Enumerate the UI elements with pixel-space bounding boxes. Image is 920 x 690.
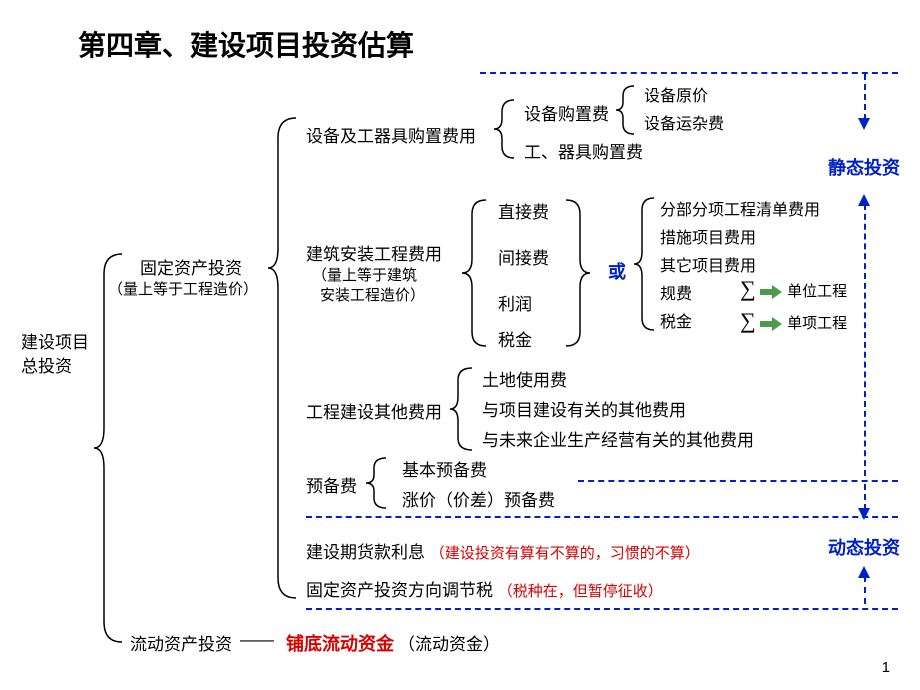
fixed-sub: （量上等于工程造价） <box>108 278 258 299</box>
pointer-icon <box>760 285 782 299</box>
flow-suffix: （流动资金） <box>398 630 500 655</box>
build-c1-1: 间接费 <box>498 244 549 269</box>
build-sub2: 安装工程造价） <box>320 284 425 305</box>
reserve-0: 基本预备费 <box>402 456 487 481</box>
dash-mid2 <box>306 516 898 518</box>
brace-build <box>462 200 488 346</box>
flow-dash: —— <box>240 630 274 650</box>
build-c1-3: 税金 <box>498 326 532 351</box>
build-c2-0: 分部分项工程清单费用 <box>660 196 820 220</box>
interest-label: 建设期货款利息 （建设投资有算有不算的，习惯的不算） <box>306 538 700 563</box>
brace-root <box>94 254 124 642</box>
build-c2-4: 税金 <box>660 308 692 332</box>
dash-top <box>480 72 898 74</box>
dash-mid1 <box>578 480 898 482</box>
static-label: 静态投资 <box>828 154 900 180</box>
arrow-dyn-up <box>858 566 870 578</box>
root-line2: 总投资 <box>21 352 72 377</box>
other-label: 工程建设其他费用 <box>306 398 442 423</box>
build-label: 建筑安装工程费用 <box>306 240 442 265</box>
sigma-row1: ∑ 单位工程 <box>740 276 847 302</box>
build-c1-0: 直接费 <box>498 198 549 223</box>
brace-equip <box>494 100 516 158</box>
flow-main: 铺底流动资金 <box>286 630 394 656</box>
brace-build-col2 <box>634 198 656 330</box>
root-line1: 建设项目 <box>21 328 89 353</box>
build-c2-1: 措施项目费用 <box>660 224 756 248</box>
arrow-static-down <box>858 118 870 130</box>
tax-label: 固定资产投资方向调节税 （税种在，但暂停征收） <box>306 576 663 601</box>
vdash-dyn-bot <box>864 576 866 604</box>
equip-leaf2: 设备运杂费 <box>644 110 724 134</box>
arrow-dyn-down <box>858 508 870 520</box>
vdash-static-top <box>864 74 866 120</box>
equip-sub2: 工、器具购置费 <box>524 138 643 163</box>
reserve-1: 涨价（价差）预备费 <box>402 486 555 511</box>
brace-build-right <box>566 200 592 346</box>
other-2: 与未来企业生产经营有关的其他费用 <box>482 426 754 451</box>
vdash-dyn-top <box>864 484 866 510</box>
build-or: 或 <box>608 258 626 284</box>
other-0: 土地使用费 <box>482 366 567 391</box>
build-sub1: （量上等于建筑 <box>312 264 417 285</box>
brace-reserve <box>366 458 388 508</box>
build-c2-2: 其它项目费用 <box>660 252 756 276</box>
brace-fixed <box>268 118 298 598</box>
equip-sub1: 设备购置费 <box>524 100 609 125</box>
sigma-row2: ∑ 单项工程 <box>740 308 847 334</box>
pointer-icon <box>760 317 782 331</box>
flow-label: 流动资产投资 <box>130 630 232 655</box>
other-1: 与项目建设有关的其他费用 <box>482 396 686 421</box>
page-number: 1 <box>882 659 890 676</box>
brace-other <box>450 368 474 450</box>
brace-equip-leaf <box>616 86 636 134</box>
build-c2-3: 规费 <box>660 280 692 304</box>
equip-leaf1: 设备原价 <box>644 82 708 106</box>
reserve-label: 预备费 <box>306 472 357 497</box>
arrow-static-up <box>858 194 870 206</box>
build-c1-2: 利润 <box>498 290 532 315</box>
dash-bottom <box>306 608 898 610</box>
fixed-label: 固定资产投资 <box>140 254 242 279</box>
vdash-static-bot <box>864 204 866 476</box>
equip-label: 设备及工器具购置费用 <box>306 122 476 147</box>
dynamic-label: 动态投资 <box>828 534 900 560</box>
page-title: 第四章、建设项目投资估算 <box>78 24 414 64</box>
